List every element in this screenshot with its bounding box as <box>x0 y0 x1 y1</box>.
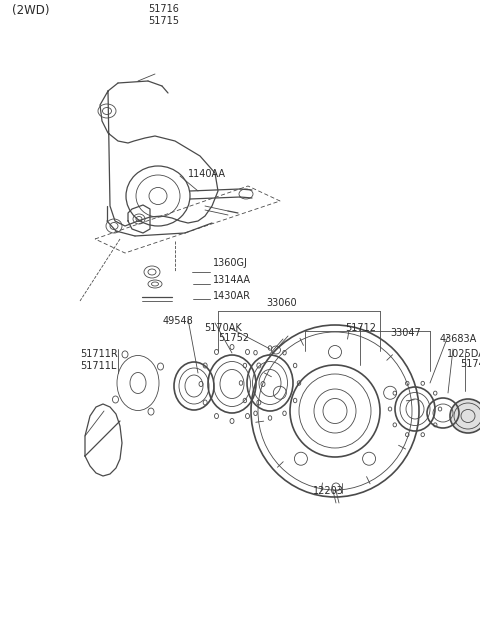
Text: (2WD): (2WD) <box>12 4 49 17</box>
Text: 51711R
51711L: 51711R 51711L <box>80 349 118 371</box>
Text: 1025DA: 1025DA <box>447 349 480 359</box>
Text: 33060: 33060 <box>267 298 297 308</box>
Text: 1140AA: 1140AA <box>188 169 226 179</box>
Text: 33047: 33047 <box>390 328 421 338</box>
Text: 49548: 49548 <box>163 316 194 326</box>
Text: 51746: 51746 <box>460 359 480 369</box>
Text: 1314AA: 1314AA <box>213 275 251 285</box>
Text: 1360GJ: 1360GJ <box>213 258 248 268</box>
Text: 5170AK: 5170AK <box>204 323 242 333</box>
Text: 51712: 51712 <box>345 323 376 333</box>
Text: 51752: 51752 <box>218 333 249 343</box>
Text: 43683A: 43683A <box>440 334 477 344</box>
Text: 12203: 12203 <box>312 486 343 496</box>
Text: 51716
51715: 51716 51715 <box>148 4 179 25</box>
Ellipse shape <box>450 399 480 433</box>
Text: 1430AR: 1430AR <box>213 291 251 301</box>
